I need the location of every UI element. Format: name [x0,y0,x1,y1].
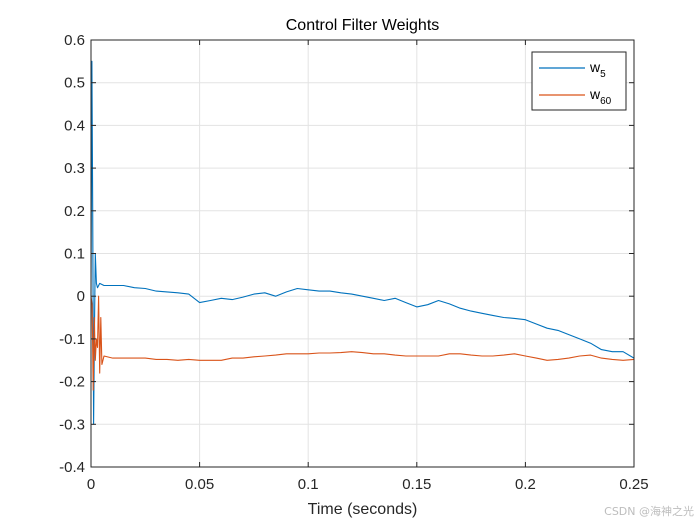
y-tick-label: 0.3 [64,160,85,177]
axis-ticks [90,39,635,468]
watermark: CSDN @海神之光 [604,505,694,518]
x-tick-labels: 0 0.05 0.1 0.15 0.2 0.25 [87,476,649,493]
x-tick-label: 0.1 [298,476,319,493]
legend-label-2: w60 [589,86,612,107]
y-tick-label: 0 [77,288,85,305]
x-tick-label: 0.2 [515,476,536,493]
y-tick-label: 0.5 [64,75,85,92]
x-tick-label: 0 [87,476,95,493]
series-layer [90,60,635,425]
legend-label-1: w5 [589,59,606,80]
legend-box [531,51,627,111]
y-tick-label: 0.6 [64,32,85,49]
y-tick-label: -0.1 [59,331,85,348]
y-tick-label: -0.3 [59,416,85,433]
y-tick-label: 0.4 [64,117,85,134]
y-tick-label: 0.1 [64,246,85,263]
series-line-2 [90,295,635,391]
chart-title: Control Filter Weights [286,17,440,34]
x-axis-label: Time (seconds) [308,501,418,518]
x-tick-label: 0.15 [402,476,431,493]
y-tick-labels: -0.4 -0.3 -0.2 -0.1 0 0.1 0.2 0.3 0.4 0.5 0.6 [59,32,85,476]
x-tick-label: 0.05 [185,476,214,493]
y-tick-label: -0.2 [59,374,85,391]
y-tick-label: 0.2 [64,203,85,220]
x-tick-label: 0.25 [619,476,648,493]
series-line-1 [90,60,635,425]
y-tick-label: -0.4 [59,459,85,476]
